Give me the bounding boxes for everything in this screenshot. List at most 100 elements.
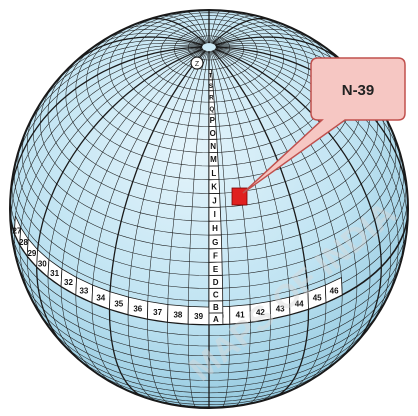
band-number-label: 39: [194, 312, 203, 321]
meridian-line: [210, 12, 247, 44]
band-cell: [324, 276, 343, 304]
row-letter-label: D: [213, 278, 219, 287]
meridian-line: [12, 46, 203, 175]
row-letter-label: M: [210, 155, 217, 164]
meridian-line: [215, 47, 404, 283]
meridian-line: [91, 50, 206, 393]
meridian-line: [210, 11, 234, 44]
meridian-line: [211, 50, 291, 402]
row-letter-label: R: [209, 95, 214, 101]
pole-label: Z: [195, 61, 200, 68]
band-number-label: 38: [173, 311, 182, 320]
meridian-line: [209, 10, 222, 44]
meridian-line: [214, 49, 371, 366]
meridian-line: [210, 51, 251, 407]
meridian-line: [210, 50, 271, 405]
meridian-line: [36, 48, 204, 352]
callout-label: N-39: [342, 82, 375, 99]
meridian-line: [214, 29, 320, 45]
row-letter-label: B: [213, 303, 219, 312]
row-letter-label: O: [210, 129, 216, 138]
band-number-label: 32: [64, 278, 73, 287]
band-number-label: 30: [38, 259, 47, 268]
row-letter-label: I: [214, 210, 216, 219]
meridian-line: [33, 42, 203, 116]
row-letter-label: F: [213, 252, 218, 261]
meridian-line: [214, 33, 337, 56]
meridian-line: [21, 45, 203, 142]
band-number-label: 46: [330, 286, 339, 295]
meridian-line: [209, 51, 231, 408]
row-letter-label: K: [211, 183, 217, 192]
row-letter-label: A: [213, 315, 219, 324]
band-number-label: 36: [133, 304, 142, 313]
meridian-line: [215, 48, 399, 308]
meridian-line: [214, 49, 358, 378]
band-number-label: 31: [50, 269, 59, 278]
row-letter-label: S: [209, 84, 213, 90]
meridian-line: [10, 46, 203, 210]
north-pole: Z: [190, 56, 204, 70]
meridian-line: [212, 21, 288, 45]
band-number-label: 44: [295, 299, 304, 308]
meridian-line: [213, 25, 302, 45]
row-letter-label: P: [210, 116, 216, 125]
meridian-line: [211, 15, 259, 44]
band-number-label: 43: [276, 304, 285, 313]
band-number-label: 35: [114, 299, 123, 308]
row-letter-label: G: [212, 238, 218, 247]
band-number-label: 34: [96, 293, 105, 302]
meridian-line: [212, 50, 310, 399]
band-number-label: 27: [13, 226, 22, 235]
meridian-line: [184, 11, 208, 44]
band-number-label: 33: [79, 286, 88, 295]
row-letter-label: J: [212, 196, 216, 205]
column-number-band: 2728293031323334353637383940414243444546: [13, 215, 343, 326]
meridian-line: [214, 48, 382, 352]
band-number-label: 42: [256, 308, 265, 317]
meridian-line: [215, 48, 392, 331]
meridian-line: [212, 50, 327, 393]
band-number-label: 45: [313, 293, 322, 302]
row-letter-label: Q: [209, 107, 214, 113]
meridian-line: [196, 10, 209, 44]
meridian-line: [130, 21, 206, 45]
meridian-line: [171, 12, 208, 44]
meridian-line: [127, 50, 207, 402]
meridian-line: [147, 50, 208, 405]
row-letter-label: N: [210, 142, 216, 151]
meridian-line: [47, 49, 204, 366]
band-number-label: 29: [27, 249, 36, 258]
row-letter-label: H: [212, 224, 218, 233]
meridian-line: [108, 50, 206, 399]
band-number-label: 37: [153, 308, 162, 317]
meridian-line: [26, 48, 203, 331]
meridian-line: [214, 36, 353, 71]
meridian-line: [60, 49, 204, 378]
meridian-line: [159, 15, 207, 44]
meridian-line: [48, 40, 203, 92]
meridian-line: [65, 36, 204, 71]
pole-marker: [190, 56, 204, 70]
band-number-label: 41: [236, 311, 245, 320]
meridian-line: [81, 33, 204, 56]
row-letter-label: E: [213, 265, 219, 274]
callout-bubble: [242, 57, 406, 194]
meridian-line: [75, 49, 205, 386]
row-cell: [208, 69, 213, 81]
meridian-line: [212, 17, 274, 45]
row-letter-label: T: [209, 74, 213, 80]
meridian-line: [98, 29, 204, 45]
row-letter-label: C: [213, 291, 219, 300]
meridian-line: [167, 51, 208, 407]
meridian-line: [10, 47, 203, 250]
band-number-label: 28: [19, 238, 28, 247]
meridian-line: [187, 51, 209, 408]
meridian-line: [19, 48, 203, 308]
meridian-line: [116, 25, 205, 45]
meridian-line: [144, 17, 206, 45]
row-letter-label: L: [211, 169, 216, 178]
